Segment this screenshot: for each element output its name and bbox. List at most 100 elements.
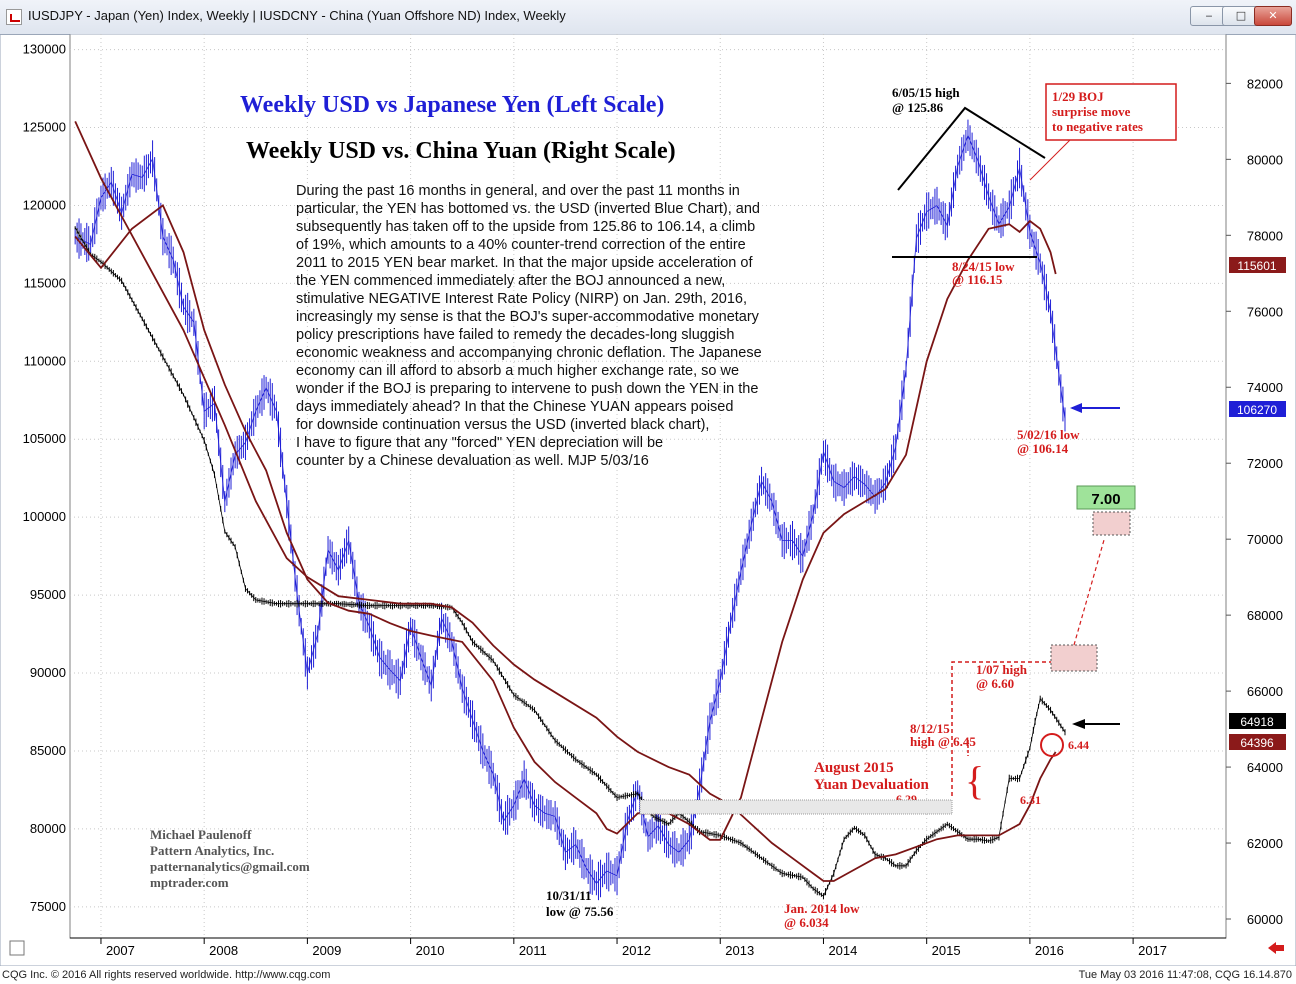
left-tick-label: 120000: [23, 197, 66, 212]
moving-average-line: [74, 203, 1057, 841]
low-2014-label: Jan. 2014 low: [784, 901, 860, 916]
scroll-toggle-button[interactable]: [9, 940, 25, 956]
left-tick-label: 75000: [30, 899, 66, 914]
low-0502-value: @ 106.14: [1017, 441, 1069, 456]
commentary-line: 2011 to 2015 YEN bear market. In that th…: [296, 255, 753, 271]
support-band-629: [639, 799, 953, 815]
right-tick-label: 66000: [1247, 684, 1283, 699]
boj-label-line: 1/29 BOJ: [1052, 89, 1104, 104]
price-line: [75, 134, 1066, 885]
high-2015-wedge-line: [897, 106, 1046, 191]
right-tick-label: 64000: [1247, 760, 1283, 775]
chart-app-icon: [6, 9, 22, 25]
commentary-line: the YEN commenced immediately after the …: [296, 273, 725, 289]
price-box-yuan-last-value: 64918: [1240, 715, 1274, 729]
right-tick-label: 76000: [1247, 304, 1283, 319]
commentary-line: days immediately ahead? In that the Chin…: [296, 399, 733, 415]
moving-average-line: [74, 121, 1057, 882]
left-tick-label: 130000: [23, 42, 66, 57]
commentary-line: particular, the YEN has bottomed vs. the…: [296, 201, 760, 217]
left-tick-label: 125000: [23, 120, 66, 135]
right-tick-label: 80000: [1247, 152, 1283, 167]
high-2015-label: 6/05/15 high: [892, 85, 960, 100]
x-tick-label: 2008: [209, 943, 238, 958]
author-name: Michael Paulenoff: [150, 827, 252, 842]
copyright-text: CQG Inc. © 2016 All rights reserved worl…: [2, 969, 331, 981]
status-bar: CQG Inc. © 2016 All rights reserved worl…: [0, 966, 1296, 984]
price-box-yuan-ma-value: 64396: [1240, 736, 1274, 750]
price-line: [74, 227, 1066, 897]
author-company: Pattern Analytics, Inc.: [150, 843, 274, 858]
x-tick-label: 2012: [622, 943, 651, 958]
right-tick-label: 74000: [1247, 380, 1283, 395]
x-tick-label: 2014: [828, 943, 857, 958]
chart-canvas[interactable]: 75000 80000 85000 90000 95000 100000 105000 110…: [0, 34, 1296, 966]
left-tick-label: 105000: [23, 431, 66, 446]
target-label-700: 7.00: [1091, 491, 1120, 508]
x-tick-label: 2011: [519, 943, 547, 958]
x-tick-label: 2016: [1035, 943, 1064, 958]
commentary-line: counter by a Chinese devaluation as well…: [296, 453, 649, 469]
target-zone-upper: [1092, 511, 1131, 536]
left-tick-label: 90000: [30, 665, 66, 680]
x-tick-label: 2013: [725, 943, 754, 958]
devaluation-brace: {: [965, 758, 984, 803]
low-2011-value: low @ 75.56: [546, 904, 614, 919]
high-0107-bracket: [951, 661, 1051, 796]
left-tick-label: 85000: [30, 743, 66, 758]
commentary-line: economic weakness and accompanying chron…: [296, 345, 762, 361]
window-titlebar: IUSDJPY - Japan (Yen) Index, Weekly | IU…: [0, 0, 1296, 35]
commentary-line: During the past 16 months in general, an…: [296, 183, 740, 199]
plot-area: [69, 34, 1227, 939]
price-box-yuan-last: [1229, 713, 1286, 729]
series-ma-yuan: [74, 121, 1057, 882]
right-tick-label: 68000: [1247, 608, 1283, 623]
close-button[interactable]: ✕: [1254, 6, 1292, 26]
author-email: patternanalytics@gmail.com: [150, 859, 310, 874]
yen-arrow-icon: [1070, 403, 1120, 413]
timestamp-text: Tue May 03 2016 11:47:08, CQG 16.14.870: [1078, 969, 1292, 981]
right-tick-label: 60000: [1247, 912, 1283, 927]
commentary-line: for downside continuation versus the USD…: [296, 417, 709, 433]
low-2011-label: 10/31/11: [546, 888, 592, 903]
right-tick-label: 82000: [1247, 76, 1283, 91]
right-tick-label: 70000: [1247, 532, 1283, 547]
devaluation-label: Yuan Devaluation: [814, 777, 930, 793]
window-title: IUSDJPY - Japan (Yen) Index, Weekly | IU…: [28, 8, 566, 23]
left-tick-label: 80000: [30, 821, 66, 836]
devaluation-label: August 2015: [814, 760, 894, 776]
x-tick-label: 2015: [932, 943, 961, 958]
chart-subtitle: Weekly USD vs. China Yuan (Right Scale): [246, 138, 676, 164]
left-tick-label: 95000: [30, 587, 66, 602]
price-box-yuan-ma: [1229, 734, 1286, 750]
target-projection-line: [1073, 539, 1105, 646]
price-box-yen-ma: [1229, 257, 1286, 273]
low-2014-value: @ 6.034: [784, 915, 829, 930]
commentary-text: During the past 16 months in general, an…: [295, 183, 762, 469]
high-0812-value: high @ 6.45: [910, 734, 976, 749]
commentary-line: policy prescriptions have failed to reme…: [296, 327, 734, 343]
series-iusdcny: [74, 226, 1066, 900]
commentary-line: of 19%, which amounts to a 40% counter-t…: [296, 237, 746, 253]
x-tick-label: 2007: [106, 943, 135, 958]
left-tick-label: 115000: [24, 275, 66, 290]
high-2015-value: @ 125.86: [892, 100, 944, 115]
high-0812-label: 8/12/15: [910, 721, 950, 736]
price-box-yen-last: [1229, 401, 1286, 417]
chart-title: Weekly USD vs Japanese Yen (Left Scale): [240, 92, 664, 118]
x-tick-label: 2017: [1138, 943, 1167, 958]
price-box-yen-last-value: 106270: [1237, 403, 1277, 417]
series-ma-yen: [74, 203, 1057, 841]
scroll-left-arrow-icon[interactable]: [1268, 942, 1284, 954]
left-tick-label: 110000: [24, 353, 66, 368]
commentary-line: increasingly my sense is that the BOJ's …: [296, 309, 760, 325]
high-0107-label: 1/07 high: [976, 662, 1028, 677]
commentary-line: economy can ill afford to absorb a much …: [296, 363, 739, 379]
right-tick-label: 72000: [1247, 456, 1283, 471]
low-0824-label: 8/24/15 low: [952, 259, 1015, 274]
x-tick-label: 2009: [312, 943, 341, 958]
level-631-label: 6.31: [1020, 793, 1041, 807]
boj-callout-pointer: [1029, 139, 1071, 181]
price-box-yen-ma-value: 115601: [1237, 259, 1276, 273]
target-box-700: [1076, 485, 1136, 510]
